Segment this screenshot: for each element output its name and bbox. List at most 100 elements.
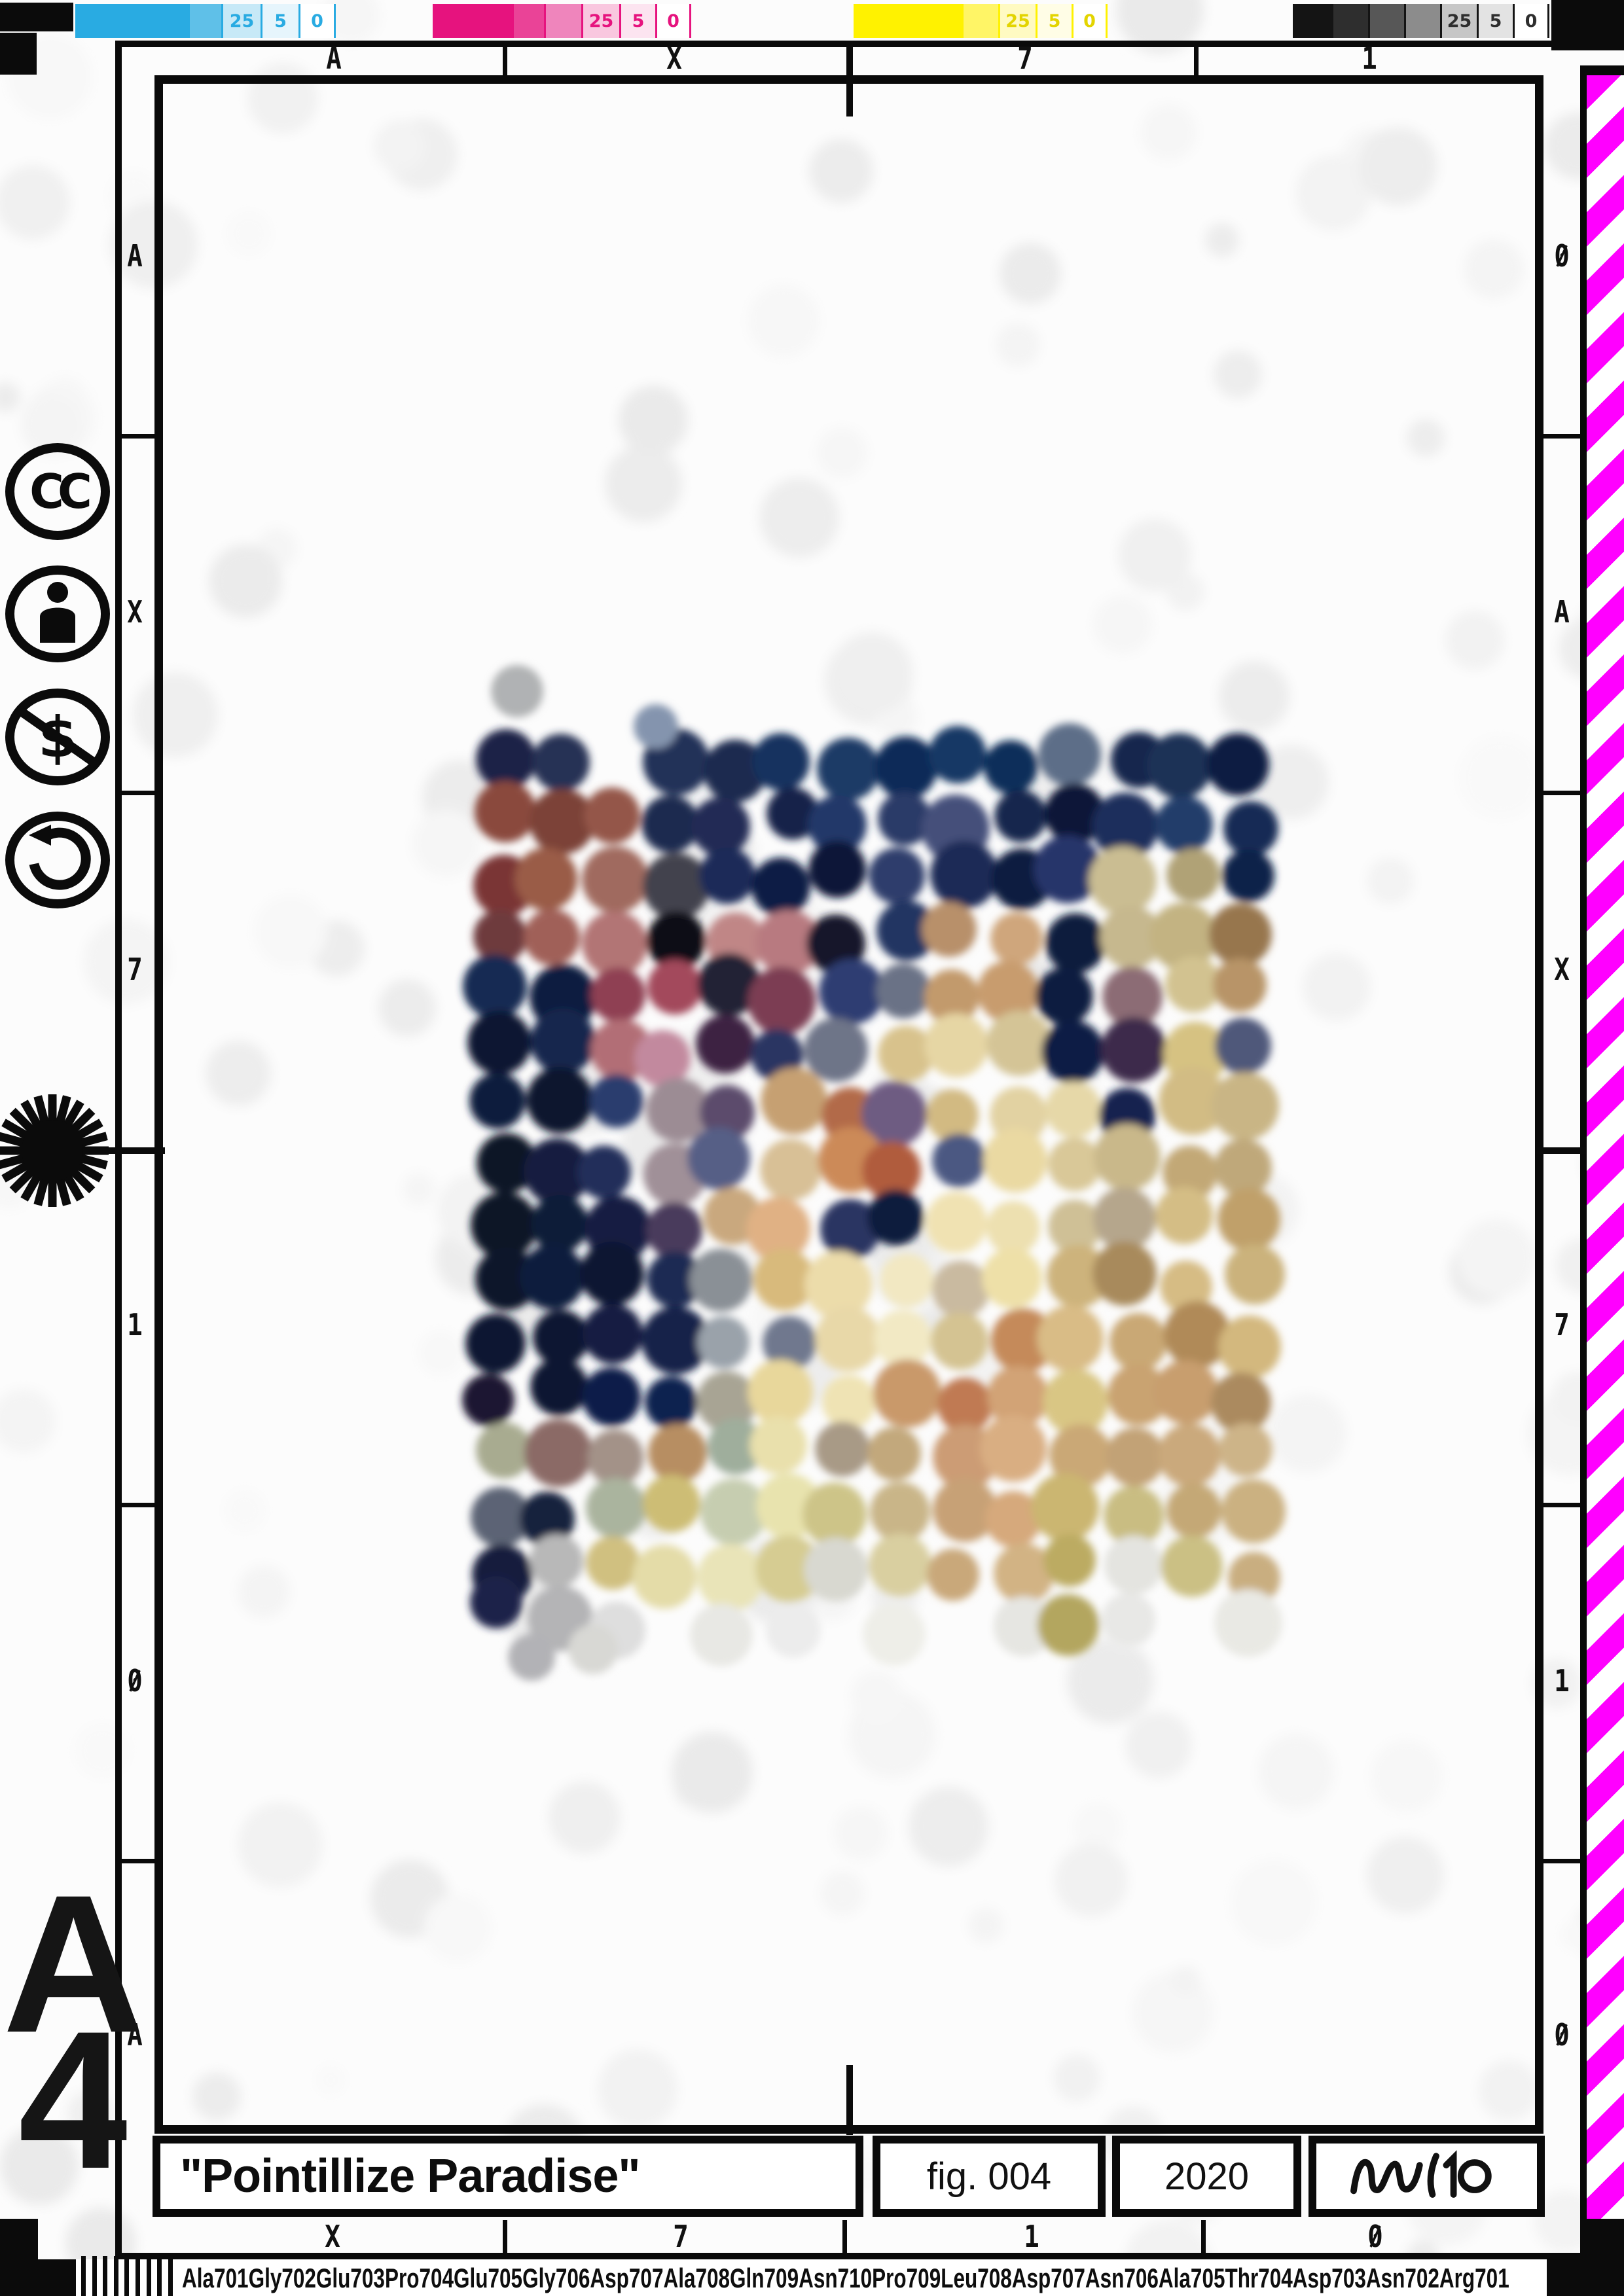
outer-frame-bottom: [115, 2253, 1587, 2259]
magenta-calibration-segment: 25: [581, 4, 619, 38]
barcode-bar: [92, 2256, 97, 2296]
tick-divider: [116, 1503, 154, 1507]
barcode-bar: [135, 2256, 140, 2296]
yellow-calibration-segment: 0: [1072, 4, 1108, 38]
calibration-percent-label: 0: [311, 10, 323, 31]
registration-tick-top: [846, 41, 853, 117]
tick-divider: [1543, 791, 1580, 795]
frame-tick-label-x: X: [325, 2219, 340, 2254]
frame-tick-label-1: 1: [127, 1307, 143, 1342]
barcode-bar: [168, 2256, 173, 2296]
inner-artwork-frame: [154, 75, 1543, 2134]
frame-tick-label-0: 0: [1554, 2017, 1570, 2053]
frame-tick-label-a: A: [127, 238, 143, 274]
artwork-dot-grid: [462, 665, 1286, 1681]
black-calibration-segment: 0: [1513, 4, 1549, 38]
tick-divider: [503, 2220, 507, 2253]
black-calibration-segment: [1404, 4, 1440, 38]
black-calibration-segment: [1293, 4, 1331, 38]
magenta-calibration-segment: [433, 4, 512, 38]
calibration-percent-label: 25: [588, 10, 614, 31]
registration-tick-right: [1537, 1147, 1587, 1154]
frame-tick-label-0: 0: [1554, 238, 1570, 274]
cc-sa-share-alike-icon: [5, 812, 110, 908]
frame-tick-label-7: 7: [1554, 1307, 1570, 1342]
zero-slash: [1556, 2024, 1568, 2046]
calibration-percent-label: 5: [274, 10, 287, 31]
year-box: 2020: [1112, 2136, 1301, 2217]
black-calibration-segment: 25: [1440, 4, 1477, 38]
tick-divider: [1194, 41, 1199, 75]
sunburst-registration-icon: [0, 1094, 109, 1207]
artwork-title: "Pointillize Paradise": [180, 2150, 640, 2202]
frame-tick-label-0: 0: [1367, 2219, 1383, 2254]
calibration-percent-label: 5: [1048, 10, 1061, 31]
calibration-percent-label: 25: [1005, 10, 1030, 31]
registration-tick-bottom: [846, 2065, 853, 2135]
tick-divider: [116, 434, 154, 439]
black-calibration-segment: 5: [1477, 4, 1513, 38]
signature-ax710-icon: [1350, 2150, 1492, 2198]
frame-tick-label-a: A: [326, 41, 342, 76]
tick-divider: [1543, 434, 1580, 439]
calibration-percent-label: 25: [229, 10, 255, 31]
black-calibration-segment: [1368, 4, 1404, 38]
frame-tick-label-x: X: [1554, 952, 1570, 987]
tick-divider: [503, 41, 507, 75]
barcode-bar: [157, 2256, 162, 2296]
zero-slash: [1369, 2225, 1381, 2248]
frame-tick-label-a: A: [1554, 594, 1570, 630]
registration-block: [0, 3, 73, 31]
cc-nc-no-dollar-icon: $: [5, 689, 110, 785]
tick-divider: [116, 791, 154, 795]
calibration-percent-label: 5: [1489, 10, 1502, 31]
calibration-percent-label: 0: [1083, 10, 1096, 31]
barcode-bar: [81, 2256, 86, 2296]
frame-tick-label-1: 1: [1024, 2219, 1039, 2254]
paper-size-digit-4: 4: [18, 1990, 128, 2210]
figure-number: fig. 004: [926, 2155, 1052, 2198]
magenta-calibration-segment: [544, 4, 581, 38]
registration-block: [0, 33, 37, 75]
cyan-calibration-segment: 25: [221, 4, 261, 38]
tick-divider: [1543, 1859, 1580, 1863]
tick-divider: [116, 1859, 154, 1863]
registration-block: [1580, 2219, 1624, 2257]
frame-tick-label-7: 7: [1017, 41, 1033, 76]
black-calibration-segment: [1331, 4, 1368, 38]
frame-tick-label-1: 1: [1362, 41, 1377, 76]
yellow-calibration-segment: 25: [998, 4, 1036, 38]
calibration-percent-label: 0: [667, 10, 679, 31]
signature-box: [1308, 2136, 1545, 2217]
cyan-calibration-segment: [188, 4, 221, 38]
figure-number-box: fig. 004: [873, 2136, 1106, 2217]
paper-size-letter-a: A: [3, 1854, 145, 2073]
cyan-calibration-segment: [75, 4, 188, 38]
yellow-calibration-segment: [962, 4, 998, 38]
frame-tick-label-x: X: [127, 594, 143, 630]
registration-block: [1547, 2255, 1624, 2296]
cyan-calibration-segment: 5: [261, 4, 298, 38]
tick-divider: [1201, 2220, 1206, 2253]
frame-tick-label-a: A: [127, 2017, 143, 2053]
cyan-calibration-segment: 0: [298, 4, 336, 38]
frame-tick-label-0: 0: [127, 1663, 143, 1698]
barcode-bar: [124, 2256, 129, 2296]
yellow-calibration-segment: 5: [1036, 4, 1072, 38]
tick-divider: [1543, 1503, 1580, 1507]
footer-strip: [0, 2259, 1624, 2296]
tick-divider: [842, 2220, 847, 2253]
artwork-title-box: "Pointillize Paradise": [153, 2136, 863, 2217]
barcode-bar: [147, 2256, 151, 2296]
frame-tick-label-1: 1: [1554, 1663, 1570, 1698]
magenta-calibration-segment: 0: [655, 4, 691, 38]
yellow-calibration-segment: [854, 4, 962, 38]
barcode-bar: [114, 2256, 118, 2296]
calibration-percent-label: 5: [632, 10, 645, 31]
magenta-hazard-stripe: [1580, 65, 1624, 2220]
cc-license-icon: CC: [5, 443, 110, 540]
cc-by-attribution-icon: [5, 565, 110, 662]
magenta-calibration-segment: [512, 4, 544, 38]
